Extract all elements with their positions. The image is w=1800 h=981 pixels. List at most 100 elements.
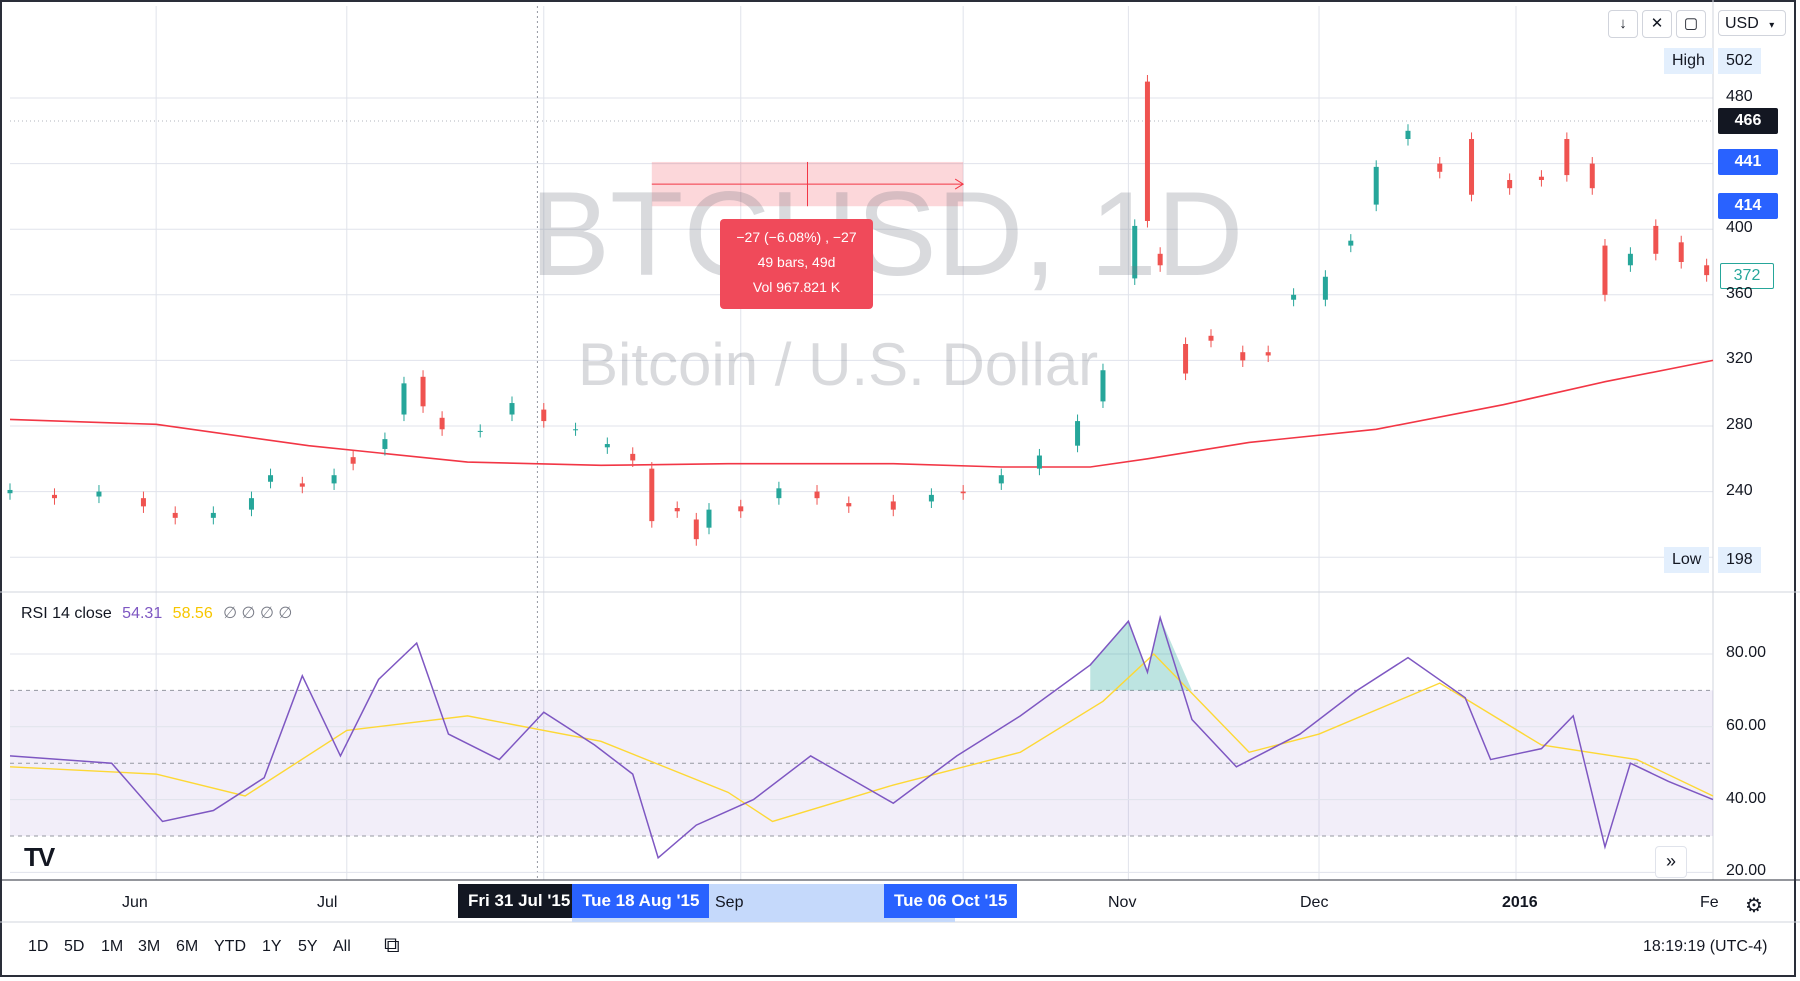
candle-body bbox=[51, 494, 57, 499]
candle-body bbox=[738, 506, 744, 512]
candle-body bbox=[541, 409, 547, 422]
candle-body bbox=[1240, 352, 1246, 361]
candle-body bbox=[1132, 225, 1138, 279]
candle-body bbox=[1291, 294, 1297, 300]
measure-tooltip: −27 (−6.08%) , −27 49 bars, 49d Vol 967.… bbox=[720, 219, 873, 309]
candle-body bbox=[1322, 276, 1328, 300]
candle-body bbox=[248, 498, 254, 510]
measure-volume: Vol 967.821 K bbox=[752, 279, 841, 295]
candle-body bbox=[1678, 242, 1684, 262]
measure-change: −27 (−6.08%) , −27 bbox=[736, 229, 857, 245]
range-3m[interactable]: 3M bbox=[138, 938, 161, 955]
range-5y[interactable]: 5Y bbox=[298, 938, 318, 955]
candle-body bbox=[1265, 352, 1271, 356]
candle-body bbox=[846, 503, 852, 507]
arrow-down-icon[interactable]: ↓ bbox=[1608, 10, 1638, 38]
watermark-symbol: BTCUSD, 1D bbox=[530, 167, 1244, 301]
settings-icon[interactable]: ⚙ bbox=[1745, 895, 1763, 917]
high-label: High bbox=[1664, 48, 1713, 74]
rsi-tick: 20.00 bbox=[1726, 862, 1767, 879]
range-ytd[interactable]: YTD bbox=[214, 938, 246, 955]
time-label: Sep bbox=[715, 894, 744, 911]
watermark-name: Bitcoin / U.S. Dollar bbox=[578, 331, 1099, 398]
candle-body bbox=[1704, 265, 1710, 276]
candle-body bbox=[268, 475, 274, 482]
logo-text: TV bbox=[24, 842, 55, 872]
rsi-label: RSI 14 close bbox=[21, 605, 112, 622]
candle-body bbox=[928, 494, 934, 502]
currency-label: USD bbox=[1725, 15, 1759, 32]
time-label: Jun bbox=[122, 894, 148, 911]
time-label: Dec bbox=[1300, 894, 1329, 911]
price-tick: 360 bbox=[1726, 285, 1753, 302]
candle-body bbox=[1144, 81, 1150, 221]
candle-body bbox=[573, 429, 579, 431]
candle-body bbox=[630, 453, 636, 461]
candle-body bbox=[1373, 166, 1379, 205]
date-range-icon[interactable]: ⧉ bbox=[384, 932, 400, 957]
candle-body bbox=[509, 403, 515, 415]
candle-body bbox=[172, 512, 178, 518]
currency-select[interactable]: USD ▾ bbox=[1718, 10, 1786, 36]
candle-body bbox=[477, 430, 483, 432]
candle-body bbox=[1183, 344, 1189, 374]
candle-body bbox=[210, 512, 216, 518]
rsi-ma-line bbox=[9, 653, 1714, 823]
candle-body bbox=[96, 491, 102, 497]
candle-body bbox=[960, 491, 966, 494]
measure-bars: 49 bars, 49d bbox=[757, 254, 836, 270]
candle-body bbox=[331, 475, 337, 484]
time-label: 2016 bbox=[1502, 894, 1538, 911]
candle-body bbox=[1208, 335, 1214, 341]
range-top-price-tag: 441 bbox=[1718, 149, 1778, 175]
range-end-date-flag: Tue 06 Oct '15 bbox=[884, 884, 1018, 918]
scroll-to-realtime-icon[interactable]: » bbox=[1655, 846, 1687, 878]
candle-body bbox=[693, 519, 699, 540]
rsi-extra-values: ∅ ∅ ∅ ∅ bbox=[223, 605, 293, 622]
candle-body bbox=[1507, 180, 1513, 189]
candle-body bbox=[439, 417, 445, 430]
price-tick: 240 bbox=[1726, 482, 1753, 499]
tradingview-logo[interactable]: TV bbox=[24, 842, 55, 873]
candle-body bbox=[674, 508, 680, 512]
candle-body bbox=[998, 475, 1004, 484]
candle-body bbox=[706, 509, 712, 528]
fullscreen-icon[interactable]: ▢ bbox=[1676, 10, 1706, 38]
range-1m[interactable]: 1M bbox=[101, 938, 124, 955]
rsi-value: 54.31 bbox=[122, 605, 163, 622]
rsi-line bbox=[9, 614, 1714, 860]
candle-body bbox=[7, 489, 13, 494]
rsi-tick: 60.00 bbox=[1726, 717, 1767, 734]
price-tick: 400 bbox=[1726, 219, 1753, 236]
rsi-tick: 40.00 bbox=[1726, 790, 1767, 807]
candle-body bbox=[1100, 370, 1106, 402]
moving-average-line bbox=[9, 359, 1714, 468]
collapse-icon[interactable]: ✕ bbox=[1642, 10, 1672, 38]
high-value: 502 bbox=[1718, 48, 1761, 74]
candle-body bbox=[1157, 253, 1163, 266]
range-1y[interactable]: 1Y bbox=[262, 938, 282, 955]
candle-body bbox=[1627, 253, 1633, 266]
candle-body bbox=[649, 468, 655, 522]
range-bottom-price-tag: 414 bbox=[1718, 193, 1778, 219]
time-label: Jul bbox=[317, 894, 338, 911]
candle-body bbox=[890, 501, 896, 510]
range-6m[interactable]: 6M bbox=[176, 938, 199, 955]
time-label: Nov bbox=[1108, 894, 1137, 911]
candle-body bbox=[1437, 163, 1443, 172]
candle-body bbox=[1405, 130, 1411, 139]
chevron-down-icon: ▾ bbox=[1769, 20, 1775, 31]
range-5d[interactable]: 5D bbox=[64, 938, 85, 955]
candle-body bbox=[1602, 245, 1608, 295]
clock[interactable]: 18:19:19 (UTC-4) bbox=[1643, 938, 1768, 955]
current-price-tag: 466 bbox=[1718, 108, 1778, 134]
last-price-tag: 372 bbox=[1720, 263, 1774, 289]
candle-body bbox=[1348, 240, 1354, 246]
candle-body bbox=[299, 483, 305, 487]
range-1d[interactable]: 1D bbox=[28, 938, 49, 955]
candle-body bbox=[1036, 455, 1042, 469]
range-all[interactable]: All bbox=[333, 938, 351, 955]
rsi-legend[interactable]: RSI 14 close 54.31 58.56 ∅ ∅ ∅ ∅ bbox=[21, 603, 292, 623]
